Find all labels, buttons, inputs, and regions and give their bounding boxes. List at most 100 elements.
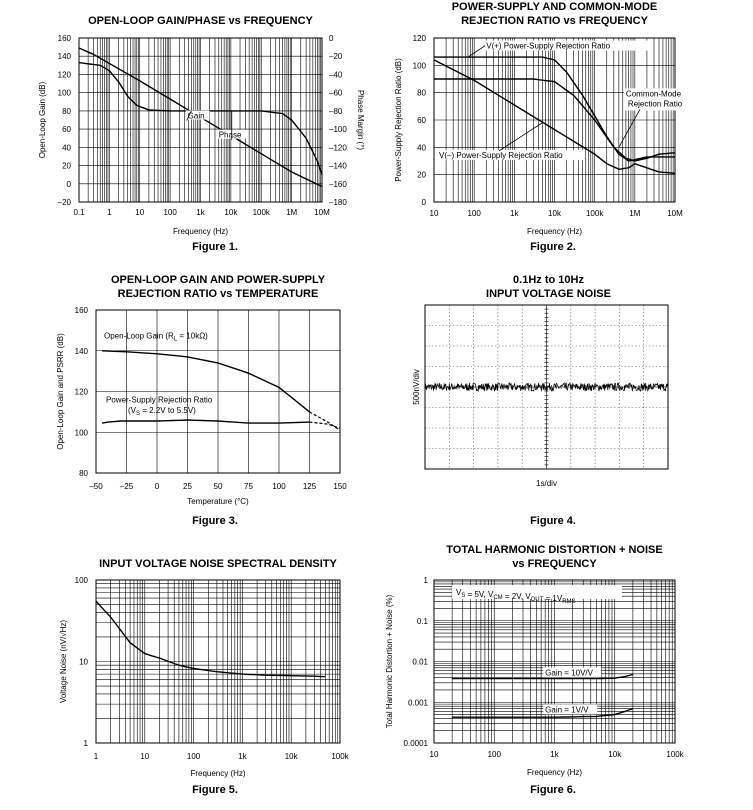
gain1-label: Gain = 1V/V xyxy=(545,705,589,714)
x-axis-label: Temperature (°C) xyxy=(187,497,249,506)
plot-frame xyxy=(433,579,676,744)
label-bg xyxy=(543,667,602,678)
plot-frame xyxy=(95,309,341,474)
series-vminus-psrr-line xyxy=(433,59,676,174)
chart-title-line: vs FREQUENCY xyxy=(512,558,597,570)
series-noise-trace xyxy=(424,381,669,392)
series-gain-line xyxy=(78,47,323,188)
x-tick-label: 10M xyxy=(667,209,683,218)
y-axis-label: Total Harmonic Distortion + Noise (%) xyxy=(385,594,394,728)
y-tick-label: 0.1 xyxy=(417,617,429,626)
conditions-bg xyxy=(452,585,622,599)
x-tick-label: 1 xyxy=(94,752,99,761)
x-tick-label: 1k xyxy=(238,752,247,761)
vplus-psrr-label: V(+) Power-Supply Rejection Ratio xyxy=(486,42,610,51)
chart-title-line: INPUT VOLTAGE NOISE SPECTRAL DENSITY xyxy=(99,558,337,570)
x-tick-label: 100k xyxy=(331,752,349,761)
series-open-loop-gain-line xyxy=(102,350,310,413)
conditions-label: VS = 5V, VCM = 2V, VOUT = 1VRMS xyxy=(456,588,576,605)
x-axis-label: Frequency (Hz) xyxy=(527,768,582,777)
label-bg xyxy=(185,110,210,120)
chart-gain-psrr-temperature: –50 –25 0 25 50 75 100 125 150 160 140 120 100 80 Open… xyxy=(56,274,347,527)
x-axis-label: Frequency (Hz) xyxy=(190,769,245,778)
y-tick-label: 120 xyxy=(413,34,427,43)
y2-tick-label: –40 xyxy=(329,70,343,79)
series-noise-density-line xyxy=(95,600,326,678)
x-tick-label: –50 xyxy=(89,482,103,491)
figure-caption: Figure 2. xyxy=(530,241,576,253)
x-axis-label: 1s/div xyxy=(536,479,557,488)
x-tick-label: 10 xyxy=(135,208,144,217)
y-axis-label: Voltage Noise (nV/√Hz) xyxy=(59,620,68,703)
vplus-leader xyxy=(467,45,486,58)
y-tick-label: 160 xyxy=(75,306,89,315)
gain10-label: Gain = 10V/V xyxy=(545,668,593,677)
x-tick-label: 10M xyxy=(314,208,330,217)
x-tick-label: 10k xyxy=(548,209,562,218)
psrr-label-line2: (VS = 2.2V to 5.5V) xyxy=(128,406,196,417)
x-tick-label: 100k xyxy=(666,750,684,759)
x-tick-label: 100 xyxy=(467,209,481,218)
x-tick-label: 1k xyxy=(550,750,559,759)
cmrr-leader xyxy=(618,109,641,148)
y-tick-label: 80 xyxy=(79,469,88,478)
y-tick-label: 0 xyxy=(422,198,427,207)
label-bg xyxy=(217,129,247,139)
chart-open-loop-gain-phase: 160 140 120 100 80 60 40 20 0 –20 0 –20 –40 –60 –80 –10… xyxy=(38,15,365,253)
chart-psrr-cmrr: 120 100 80 60 40 20 010 100 1k 10k 100k 1M 10M V(+) P… xyxy=(394,1,694,253)
y2-tick-label: –180 xyxy=(329,198,347,207)
x-tick-label: 1 xyxy=(107,208,112,217)
x-tick-label: 10k xyxy=(608,750,622,759)
chart-title-line: OPEN-LOOP GAIN AND POWER-SUPPLY xyxy=(111,274,326,286)
y2-tick-label: –140 xyxy=(329,162,347,171)
x-tick-label: 25 xyxy=(183,482,192,491)
x-tick-label: 10 xyxy=(430,209,439,218)
x-tick-label: 1k xyxy=(196,208,205,217)
x-tick-label: 100 xyxy=(488,750,502,759)
y-tick-label: 140 xyxy=(58,52,72,61)
label-bg xyxy=(623,88,694,111)
y-tick-label: 80 xyxy=(417,89,426,98)
series-gain1-line xyxy=(452,707,634,718)
series-cmrr-line xyxy=(434,78,676,162)
y-tick-label: 10 xyxy=(79,658,88,667)
y2-axis-label: Phase Margin (°) xyxy=(356,90,365,150)
x-tick-label: 10k xyxy=(224,208,238,217)
chart-title-line: OPEN-LOOP GAIN/PHASE vs FREQUENCY xyxy=(88,15,313,27)
x-axis-label: Frequency (Hz) xyxy=(173,227,228,236)
y-tick-label: 100 xyxy=(413,61,427,70)
y-tick-label: 80 xyxy=(62,107,71,116)
y-tick-label: 0.01 xyxy=(412,658,428,667)
series-gain10-line xyxy=(452,673,634,680)
label-bg xyxy=(437,149,584,160)
open-loop-gain-label: Open-Loop Gain (RL = 10kΩ) xyxy=(104,331,208,342)
vminus-leader xyxy=(498,122,543,152)
chart-title-line: POWER-SUPPLY AND COMMON-MODE xyxy=(452,1,658,13)
y-tick-label: 0 xyxy=(67,180,72,189)
y-tick-label: 1 xyxy=(424,576,429,585)
y-tick-label: 1 xyxy=(84,739,89,748)
x-tick-label: 50 xyxy=(214,482,223,491)
figure-caption: Figure 3. xyxy=(192,515,238,527)
y-tick-label: 20 xyxy=(417,171,426,180)
x-tick-label: 10k xyxy=(285,752,299,761)
y-tick-label: 60 xyxy=(62,125,71,134)
x-tick-label: 1k xyxy=(510,209,519,218)
psrr-label-line1: Power-Supply Rejection Ratio xyxy=(106,396,213,405)
y-axis-label: Open-Loop Gain and PSRR (dB) xyxy=(56,333,65,450)
series-psrr-line xyxy=(101,419,310,424)
x-tick-label: 100 xyxy=(272,482,286,491)
chart-title-line: INPUT VOLTAGE NOISE xyxy=(486,288,611,300)
y-tick-label: –20 xyxy=(58,198,72,207)
plot-frame xyxy=(95,579,341,744)
y2-tick-label: –80 xyxy=(329,107,343,116)
vminus-psrr-label: V(–) Power-Supply Rejection Ratio xyxy=(439,151,563,160)
x-tick-label: 100 xyxy=(187,752,201,761)
y2-tick-label: 0 xyxy=(329,34,334,43)
x-tick-label: 10 xyxy=(140,752,149,761)
series-psrr-line-dashed xyxy=(309,421,341,429)
y-tick-label: 160 xyxy=(58,34,72,43)
y-tick-label: 0.0001 xyxy=(404,739,429,748)
figure-caption: Figure 6. xyxy=(530,784,576,796)
